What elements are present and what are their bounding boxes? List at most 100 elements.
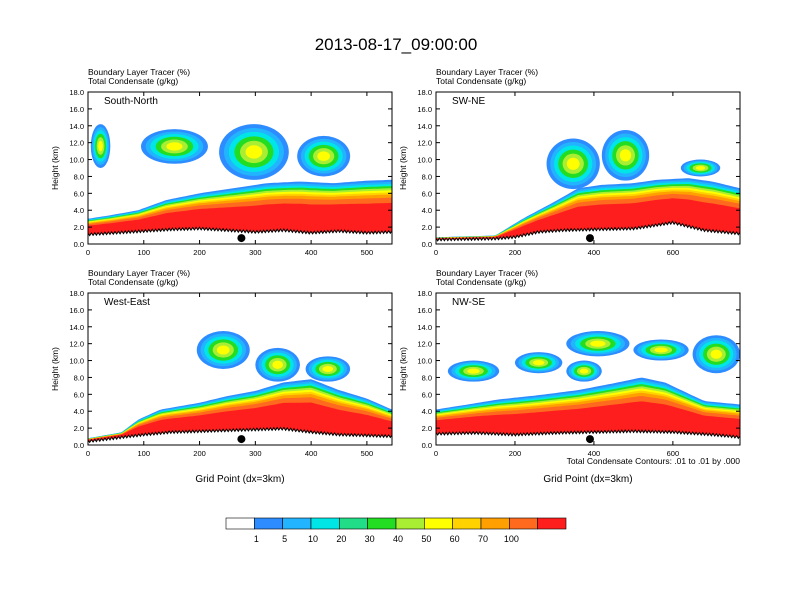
x-tick-label: 600 — [667, 449, 680, 458]
y-tick-label: 6.0 — [422, 390, 432, 399]
x-tick-label: 0 — [86, 449, 90, 458]
x-tick-label: 100 — [138, 449, 151, 458]
anvil-shade — [245, 145, 263, 159]
y-tick-label: 14.0 — [69, 323, 84, 332]
anvil-shade — [654, 347, 668, 353]
x-tick-label: 100 — [138, 248, 151, 257]
y-axis-label: Height (km) — [398, 146, 408, 190]
subtitle-tracer: Boundary Layer Tracer (%) — [436, 268, 538, 278]
y-tick-label: 14.0 — [69, 122, 84, 131]
y-tick-label: 10.0 — [417, 357, 432, 366]
y-tick-label: 16.0 — [69, 105, 84, 114]
colorbar-swatch — [537, 517, 567, 530]
y-tick-label: 10.0 — [69, 357, 84, 366]
location-marker — [237, 234, 246, 243]
x-tick-label: 0 — [434, 449, 438, 458]
colorbar-swatch — [254, 517, 283, 530]
y-tick-label: 0.0 — [74, 240, 84, 249]
plot-frame — [435, 292, 741, 446]
location-marker — [585, 234, 594, 243]
colorbar-swatch — [480, 517, 510, 530]
colorbar-swatch — [339, 517, 368, 530]
anvil-shade — [532, 360, 545, 366]
y-tick-label: 4.0 — [422, 206, 432, 215]
location-marker — [237, 435, 246, 444]
anvil-shade — [695, 165, 706, 171]
colorbar-swatch — [395, 517, 425, 530]
subtitle-condensate: Total Condensate (g/kg) — [436, 277, 526, 287]
panel-label: South-North — [104, 96, 158, 107]
anvil-shade — [590, 340, 606, 347]
colorbar-swatch — [310, 517, 340, 530]
y-tick-label: 12.0 — [417, 139, 432, 148]
x-tick-label: 400 — [305, 248, 318, 257]
anvil-shade — [467, 368, 480, 374]
panel-south-north: Boundary Layer Tracer (%)Total Condensat… — [50, 67, 393, 257]
subtitle-condensate: Total Condensate (g/kg) — [436, 76, 526, 86]
anvil-shade — [317, 151, 331, 162]
plot-frame — [435, 91, 741, 245]
x-tick-label: 300 — [249, 449, 262, 458]
terrain-outline — [88, 426, 392, 444]
y-tick-label: 2.0 — [422, 424, 432, 433]
y-tick-label: 0.0 — [422, 441, 432, 450]
anvil-shade — [98, 140, 103, 152]
terrain-outline — [436, 429, 740, 440]
x-tick-label: 200 — [193, 248, 206, 257]
x-tick-label: 200 — [509, 449, 522, 458]
figure-title: 2013-08-17_09:00:00 — [315, 35, 478, 54]
y-tick-label: 8.0 — [422, 172, 432, 181]
colorbar-swatch — [367, 517, 397, 530]
colorbar-label: 40 — [393, 534, 403, 544]
y-tick-label: 18.0 — [417, 88, 432, 97]
plot-area — [436, 331, 740, 445]
x-tick-label: 300 — [249, 248, 262, 257]
y-tick-label: 4.0 — [422, 407, 432, 416]
location-marker — [585, 435, 594, 444]
subtitle-tracer: Boundary Layer Tracer (%) — [88, 67, 190, 77]
terrain-outline — [88, 226, 392, 237]
y-tick-label: 16.0 — [417, 306, 432, 315]
y-tick-label: 18.0 — [417, 289, 432, 298]
y-tick-label: 8.0 — [74, 373, 84, 382]
y-tick-label: 14.0 — [417, 323, 432, 332]
anvil-shade — [166, 142, 183, 151]
subtitle-condensate: Total Condensate (g/kg) — [88, 277, 178, 287]
panel-nw-se: Boundary Layer Tracer (%)Total Condensat… — [398, 268, 741, 485]
colorbar-label: 20 — [336, 534, 346, 544]
colorbar-swatch — [282, 517, 312, 530]
colorbar-label: 30 — [365, 534, 375, 544]
anvil-shade — [710, 349, 722, 359]
x-axis-label: Grid Point (dx=3km) — [195, 474, 284, 485]
x-tick-label: 200 — [193, 449, 206, 458]
y-tick-label: 6.0 — [74, 189, 84, 198]
colorbar-swatch — [225, 517, 255, 530]
contour-note: Total Condensate Contours: .01 to .01 by… — [567, 456, 741, 466]
x-tick-label: 500 — [361, 248, 374, 257]
y-tick-label: 2.0 — [74, 223, 84, 232]
subtitle-tracer: Boundary Layer Tracer (%) — [88, 268, 190, 278]
colorbar-label: 5 — [282, 534, 287, 544]
colorbar-label: 70 — [478, 534, 488, 544]
panel-label: SW-NE — [452, 96, 485, 107]
x-axis-label: Grid Point (dx=3km) — [543, 474, 632, 485]
panel-label: NW-SE — [452, 297, 485, 308]
subtitle-tracer: Boundary Layer Tracer (%) — [436, 67, 538, 77]
anvil-shade — [566, 157, 580, 170]
panel-west-east: Boundary Layer Tracer (%)Total Condensat… — [50, 268, 393, 485]
y-tick-label: 2.0 — [422, 223, 432, 232]
anvil-shade — [216, 345, 230, 355]
plot-area — [88, 331, 392, 445]
y-tick-label: 4.0 — [74, 206, 84, 215]
y-tick-label: 16.0 — [417, 105, 432, 114]
plot-frame — [87, 292, 393, 446]
subtitle-condensate: Total Condensate (g/kg) — [88, 76, 178, 86]
y-tick-label: 18.0 — [69, 88, 84, 97]
plot-area — [88, 124, 392, 244]
anvil-shade — [619, 149, 632, 162]
y-tick-label: 8.0 — [74, 172, 84, 181]
colorbar-swatch — [424, 517, 453, 530]
y-tick-label: 0.0 — [422, 240, 432, 249]
y-tick-label: 8.0 — [422, 373, 432, 382]
